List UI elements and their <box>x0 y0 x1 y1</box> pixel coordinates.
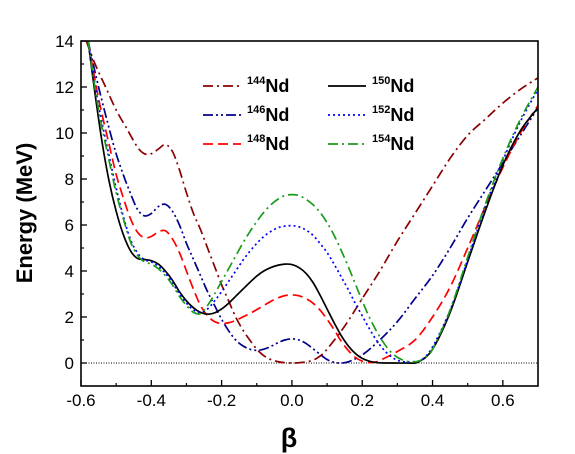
series-line-152nd <box>87 41 538 363</box>
x-tick-label: 0.0 <box>280 391 304 410</box>
axis-ticks: -0.6 -0.4 -0.2 0.0 0.2 0.4 0.6 0 2 4 6 8 10 12 14 <box>55 32 515 410</box>
x-tick-label: -0.4 <box>137 391 166 410</box>
y-tick-label: 14 <box>55 32 74 51</box>
x-axis-title: β <box>281 423 297 453</box>
series-line-146nd <box>87 41 538 364</box>
y-tick-label: 12 <box>55 78 74 97</box>
legend-label: 152Nd <box>372 104 414 125</box>
legend-label: 148Nd <box>247 133 289 154</box>
legend-item-146nd: 146Nd <box>203 104 289 125</box>
x-tick-label: -0.6 <box>66 391 95 410</box>
legend-item-152nd: 152Nd <box>328 104 414 125</box>
legend-item-154nd: 154Nd <box>328 133 414 154</box>
series-line-154nd <box>87 41 538 363</box>
legend-label: 150Nd <box>372 75 414 96</box>
x-tick-label: 0.2 <box>350 391 374 410</box>
legend-item-148nd: 148Nd <box>203 133 289 154</box>
x-tick-label: -0.2 <box>207 391 236 410</box>
y-axis-title: Energy (MeV) <box>12 143 37 284</box>
x-tick-label: 0.4 <box>421 391 445 410</box>
x-tick-label: 0.6 <box>491 391 515 410</box>
legend-item-144nd: 144Nd <box>203 75 289 96</box>
y-tick-label: 0 <box>65 354 74 373</box>
series-line-148nd <box>87 41 538 364</box>
series-line-150nd <box>87 41 538 365</box>
y-tick-label: 8 <box>65 170 74 189</box>
legend-label: 146Nd <box>247 104 289 125</box>
y-tick-label: 4 <box>65 262 74 281</box>
legend-item-150nd: 150Nd <box>328 75 414 96</box>
plot-frame <box>80 40 539 387</box>
y-tick-label: 6 <box>65 216 74 235</box>
legend: 144Nd 146Nd 148Nd 150Nd 152Nd 154Nd <box>203 75 414 154</box>
series-line-144nd <box>85 41 538 364</box>
y-tick-label: 10 <box>55 124 74 143</box>
legend-label: 144Nd <box>247 75 289 96</box>
series-curves <box>81 41 538 365</box>
y-tick-label: 2 <box>65 308 74 327</box>
legend-label: 154Nd <box>372 133 414 154</box>
